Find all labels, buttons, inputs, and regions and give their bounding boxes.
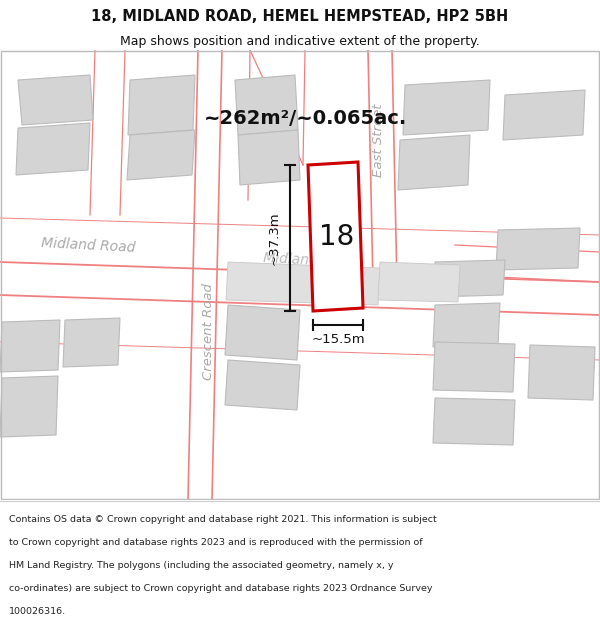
Polygon shape bbox=[433, 260, 505, 297]
Text: ~262m²/~0.065ac.: ~262m²/~0.065ac. bbox=[203, 109, 407, 128]
Polygon shape bbox=[398, 135, 470, 190]
Text: 18: 18 bbox=[319, 223, 355, 251]
Polygon shape bbox=[496, 228, 580, 270]
Polygon shape bbox=[378, 262, 460, 302]
Polygon shape bbox=[128, 75, 195, 135]
Polygon shape bbox=[18, 75, 93, 125]
Polygon shape bbox=[226, 262, 380, 305]
Text: Crescent Road: Crescent Road bbox=[202, 284, 215, 381]
Polygon shape bbox=[0, 376, 58, 437]
Polygon shape bbox=[235, 75, 298, 135]
Text: ~37.3m: ~37.3m bbox=[268, 211, 281, 265]
Polygon shape bbox=[433, 398, 515, 445]
Text: to Crown copyright and database rights 2023 and is reproduced with the permissio: to Crown copyright and database rights 2… bbox=[9, 538, 422, 547]
Polygon shape bbox=[127, 130, 195, 180]
Polygon shape bbox=[63, 318, 120, 367]
Polygon shape bbox=[308, 162, 363, 311]
Polygon shape bbox=[433, 303, 500, 347]
Text: ~15.5m: ~15.5m bbox=[311, 333, 365, 346]
Polygon shape bbox=[503, 90, 585, 140]
Text: Midland Road: Midland Road bbox=[41, 236, 136, 254]
Text: co-ordinates) are subject to Crown copyright and database rights 2023 Ordnance S: co-ordinates) are subject to Crown copyr… bbox=[9, 584, 433, 593]
Text: East Street: East Street bbox=[371, 103, 385, 177]
Text: Contains OS data © Crown copyright and database right 2021. This information is : Contains OS data © Crown copyright and d… bbox=[9, 515, 437, 524]
Text: 18, MIDLAND ROAD, HEMEL HEMPSTEAD, HP2 5BH: 18, MIDLAND ROAD, HEMEL HEMPSTEAD, HP2 5… bbox=[91, 9, 509, 24]
Text: HM Land Registry. The polygons (including the associated geometry, namely x, y: HM Land Registry. The polygons (includin… bbox=[9, 561, 394, 570]
Text: Map shows position and indicative extent of the property.: Map shows position and indicative extent… bbox=[120, 35, 480, 48]
Polygon shape bbox=[528, 345, 595, 400]
Polygon shape bbox=[0, 320, 60, 372]
Polygon shape bbox=[16, 123, 90, 175]
Polygon shape bbox=[403, 80, 490, 135]
Polygon shape bbox=[238, 130, 300, 185]
Polygon shape bbox=[433, 342, 515, 392]
Polygon shape bbox=[225, 360, 300, 410]
Text: Midland Road: Midland Road bbox=[263, 251, 358, 269]
Text: 100026316.: 100026316. bbox=[9, 608, 66, 616]
Polygon shape bbox=[225, 305, 300, 360]
